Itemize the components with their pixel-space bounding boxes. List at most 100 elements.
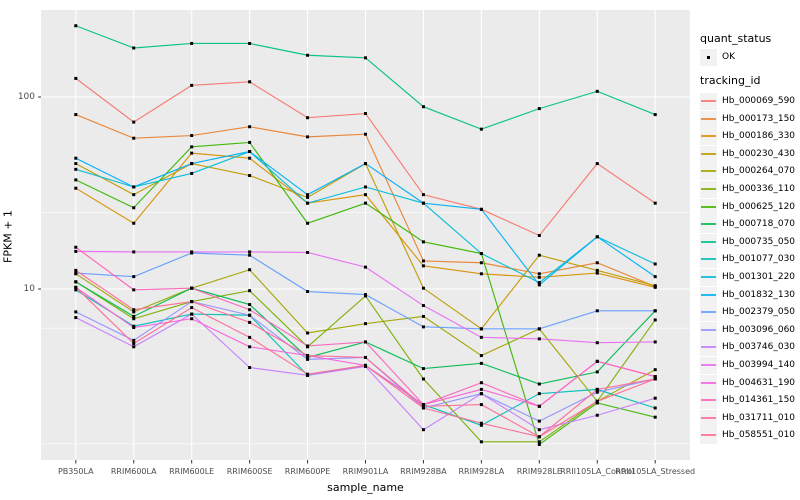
- data-point: [595, 370, 599, 374]
- data-point: [653, 375, 657, 379]
- data-point: [74, 156, 78, 160]
- data-point: [595, 359, 599, 363]
- data-point: [248, 308, 252, 312]
- legend-key-Hb_000336_110: [700, 181, 717, 198]
- legend-key-Hb_000625_120: [700, 198, 717, 216]
- data-point: [537, 442, 541, 446]
- legend-key-Hb_000173_150: [700, 110, 717, 128]
- data-point: [421, 264, 425, 268]
- data-point: [653, 113, 657, 117]
- data-point: [479, 423, 483, 427]
- data-point: [479, 387, 483, 391]
- data-point: [132, 314, 136, 318]
- data-point: [653, 275, 657, 279]
- data-point: [595, 89, 599, 93]
- data-point: [421, 201, 425, 205]
- legend-label-Hb_000069_590: Hb_000069_590: [722, 96, 796, 106]
- legend-label-Hb_003746_030: Hb_003746_030: [722, 342, 796, 353]
- data-point: [537, 404, 541, 408]
- data-point: [74, 24, 78, 28]
- data-point: [364, 56, 367, 60]
- legend-label-Hb_000173_150: Hb_000173_150: [722, 113, 796, 124]
- legend-line-icon: [701, 100, 716, 102]
- data-point: [248, 150, 252, 154]
- data-point: [306, 195, 310, 199]
- data-point: [306, 135, 310, 139]
- data-point: [537, 428, 541, 432]
- legend-line-icon: [701, 205, 716, 208]
- legend-line-icon: [701, 293, 716, 296]
- data-point: [421, 105, 425, 109]
- data-point: [74, 167, 78, 171]
- data-point: [595, 271, 599, 275]
- x-tick-label: RRIM600PE: [284, 467, 331, 476]
- legend-line-icon: [701, 328, 716, 331]
- data-point: [190, 250, 194, 254]
- data-point: [248, 250, 252, 254]
- data-point: [306, 344, 310, 348]
- legend-label-Hb_000336_110: Hb_000336_110: [722, 184, 796, 194]
- data-point: [421, 406, 425, 410]
- x-tick-label: RRIM928LA: [458, 467, 505, 476]
- data-point: [74, 310, 78, 314]
- data-point: [132, 221, 136, 225]
- data-point: [190, 151, 194, 155]
- data-point: [132, 338, 136, 342]
- data-point: [306, 355, 310, 359]
- legend-label-Hb_000735_050: Hb_000735_050: [722, 236, 796, 247]
- data-point: [421, 314, 425, 318]
- data-point: [364, 340, 367, 344]
- legend-line-icon: [701, 276, 716, 278]
- data-point: [190, 300, 194, 304]
- data-point: [132, 120, 136, 124]
- data-point: [595, 401, 599, 405]
- data-point: [248, 80, 252, 84]
- data-point: [364, 322, 367, 326]
- legend-key-Hb_031711_010: [700, 409, 717, 427]
- data-point: [306, 354, 310, 358]
- data-point: [364, 132, 367, 136]
- legend-line-icon: [701, 223, 716, 226]
- data-point: [248, 303, 252, 307]
- legend-label-Hb_058551_010: Hb_058551_010: [722, 430, 796, 441]
- data-point: [479, 335, 483, 339]
- data-point: [190, 317, 194, 321]
- data-point: [479, 440, 483, 444]
- x-tick-label: RRII105LA_Stressed: [615, 467, 696, 476]
- data-point: [479, 392, 483, 396]
- legend-key-Hb_000186_330: [700, 128, 717, 146]
- data-point: [421, 240, 425, 244]
- data-point: [74, 186, 78, 190]
- data-point: [132, 193, 136, 197]
- data-point: [364, 193, 367, 197]
- data-point: [306, 357, 310, 361]
- data-point: [537, 392, 541, 396]
- legend-key-Hb_003994_140: [700, 357, 717, 374]
- data-point: [653, 262, 657, 266]
- legend-key-Hb_002379_050: [700, 304, 717, 322]
- data-point: [190, 306, 194, 310]
- x-tick-label: RRIM600LE: [169, 467, 215, 476]
- data-point: [537, 272, 541, 276]
- legend-title-quant-status: quant_status: [700, 32, 772, 45]
- ok-point-icon: [707, 56, 710, 59]
- data-point: [653, 318, 657, 322]
- data-point: [421, 403, 425, 407]
- data-point: [74, 162, 78, 166]
- legend-title-tracking-id: tracking_id: [700, 74, 761, 87]
- x-tick-label: RRIM901LA: [342, 467, 389, 476]
- legend-label-Hb_000186_330: Hb_000186_330: [722, 131, 796, 142]
- data-point: [248, 140, 252, 144]
- data-point: [653, 284, 657, 288]
- legend-label-Hb_002379_050: Hb_002379_050: [722, 307, 796, 318]
- legend-label-ok: OK: [722, 52, 735, 62]
- data-point: [248, 156, 252, 160]
- legend-line-icon: [701, 117, 716, 120]
- data-point: [306, 201, 310, 205]
- x-tick-label: PB350LA: [57, 467, 94, 476]
- data-point: [421, 193, 425, 197]
- data-point: [653, 396, 657, 400]
- data-point: [653, 201, 657, 205]
